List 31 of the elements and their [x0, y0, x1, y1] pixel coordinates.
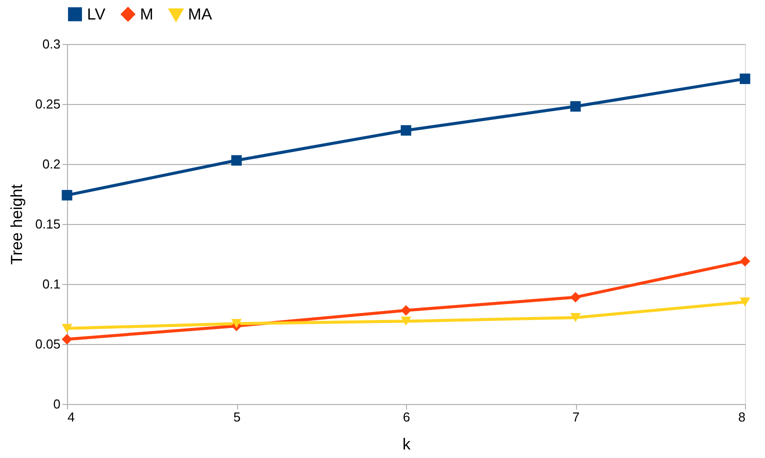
point [231, 155, 242, 166]
point [62, 334, 72, 344]
point [400, 305, 412, 316]
x-tick-label: 5 [233, 410, 241, 424]
point [740, 256, 750, 266]
point [400, 316, 412, 326]
point [740, 297, 750, 307]
point [740, 74, 750, 84]
x-tick-label: 4 [68, 410, 75, 424]
y-tick-label: 0.05 [35, 336, 60, 352]
y-axis-title: Tree height [9, 184, 26, 265]
point [570, 313, 581, 322]
y-tick-label: 0.3 [42, 36, 60, 52]
x-tick-label: 7 [572, 410, 580, 424]
y-tick-label: 0.1 [42, 276, 60, 292]
y-tick-label: 0.2 [42, 156, 60, 172]
legend-label: LV [87, 6, 106, 24]
legend-label: MA [188, 6, 212, 24]
x-axis-title: k [402, 436, 412, 454]
point [62, 190, 72, 200]
point [231, 319, 242, 328]
x-tick-label: 6 [402, 410, 410, 424]
point [400, 125, 412, 136]
point [570, 101, 581, 112]
x-tick-label: 8 [738, 410, 746, 424]
point [570, 292, 581, 302]
y-tick-label: 0 [53, 396, 60, 412]
y-tick-label: 0.25 [35, 96, 60, 112]
legend-label: M [140, 6, 154, 24]
y-tick-label: 0.15 [35, 216, 60, 232]
point [62, 324, 72, 333]
